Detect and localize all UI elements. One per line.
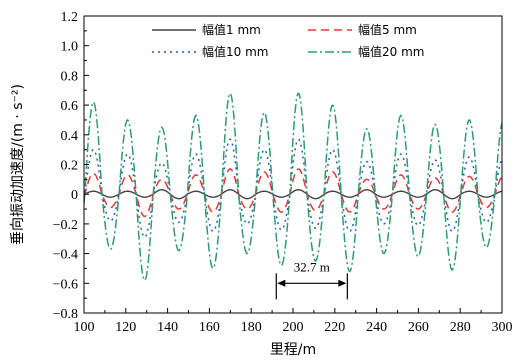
series-line [83,189,503,200]
legend: 幅值1 mm 幅值5 mm 幅值10 mm 幅值20 mm [152,22,424,59]
series-line [83,138,503,238]
y-tick-label: −0.2 [53,218,78,233]
x-tick-label: 100 [74,320,95,335]
legend-label: 幅值5 mm [358,22,417,37]
x-tick-label: 140 [157,320,178,335]
x-tick-label: 220 [324,320,345,335]
x-tick-label: 240 [366,320,387,335]
legend-label: 幅值20 mm [358,44,424,59]
x-tick-label: 180 [241,320,262,335]
annotation-label: 32.7 m [294,259,330,274]
x-tick-label: 280 [450,320,471,335]
series-line [83,168,503,218]
legend-label: 幅值1 mm [202,22,261,37]
y-axis-title: 垂向振动加速度/(m · s⁻²) [10,84,26,245]
y-tick-label: −0.4 [53,248,78,263]
legend-label: 幅值10 mm [202,44,268,59]
x-tick-label: 160 [199,320,220,335]
y-tick-label: 1.2 [61,10,79,25]
annotation-arrow-right [338,279,347,287]
y-tick-label: 0.2 [61,159,79,174]
annotation-arrow-left [277,279,286,287]
series-layer [83,92,503,281]
y-tick-label: 0.8 [61,69,79,84]
x-tick-label: 120 [115,320,136,335]
y-tick-label: 0 [71,188,78,203]
y-tick-label: −0.8 [53,307,78,322]
x-tick-label: 200 [283,320,304,335]
span-annotation: 32.7 m [275,259,348,300]
y-tick-label: 1.0 [61,40,79,55]
series-line [83,92,503,281]
y-tick-label: 0.4 [61,129,79,144]
ticks-layer: 100 120 140 160 180 200 220 240 260 280 300 −0.8 −0.… [53,10,513,335]
y-tick-label: −0.6 [53,277,78,292]
x-axis-title: 里程/m [270,342,316,358]
x-tick-label: 260 [408,320,429,335]
x-tick-label: 300 [492,320,513,335]
y-tick-label: 0.6 [61,99,79,114]
